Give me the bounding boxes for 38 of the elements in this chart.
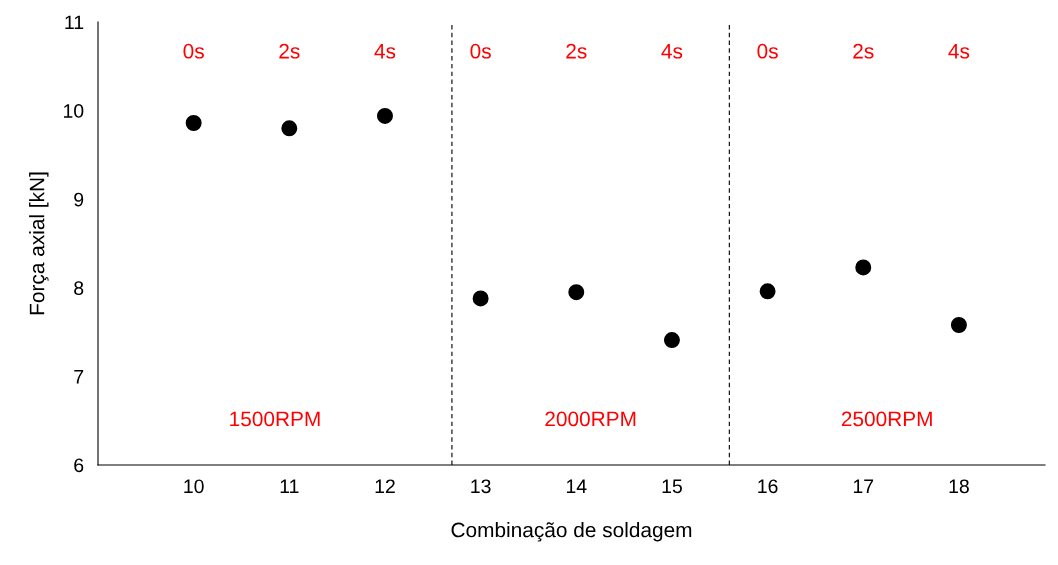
x-tick-label: 18 (949, 479, 969, 494)
y-tick-label: 9 (74, 192, 84, 207)
annotation: 2s (566, 43, 587, 59)
x-tick-label: 15 (662, 479, 682, 494)
annotation: 4s (661, 44, 683, 59)
point (281, 120, 298, 137)
x-tick-label: 11 (280, 479, 299, 493)
point (950, 317, 967, 333)
point (472, 290, 489, 307)
y-tick-label: 7 (74, 370, 84, 384)
x-axis-title: Combinação de soldagem (451, 522, 692, 542)
annotation: 0s (183, 43, 204, 59)
x-tick-label: 10 (184, 479, 204, 494)
annotation: 4s (948, 44, 970, 59)
y-tick-label: 10 (63, 104, 84, 118)
x-tick-label: 16 (758, 479, 778, 494)
x-tick-label: 17 (853, 479, 874, 493)
y-tick-label: 11 (65, 15, 84, 30)
annotation: 0s (757, 43, 778, 59)
annotation: 2s (853, 43, 874, 59)
annotation: 2s (279, 43, 300, 59)
x-tick-label: 13 (471, 479, 491, 494)
point (376, 107, 393, 124)
y-tick-label: 8 (74, 281, 84, 296)
point (185, 115, 202, 131)
x-tick-label: 14 (566, 479, 587, 493)
annotation: 1500RPM (230, 411, 320, 427)
point (663, 332, 680, 349)
y-tick-label: 6 (74, 458, 84, 473)
point (568, 284, 585, 301)
y-axis-title: Força axial [kN] (29, 172, 49, 315)
point (855, 259, 872, 276)
annotation: 0s (470, 43, 491, 59)
annotation: 2500RPM (841, 411, 932, 427)
annotation: 2000RPM (545, 411, 636, 427)
point (759, 283, 776, 300)
x-tick-label: 12 (375, 479, 395, 493)
annotation: 4s (374, 44, 396, 59)
